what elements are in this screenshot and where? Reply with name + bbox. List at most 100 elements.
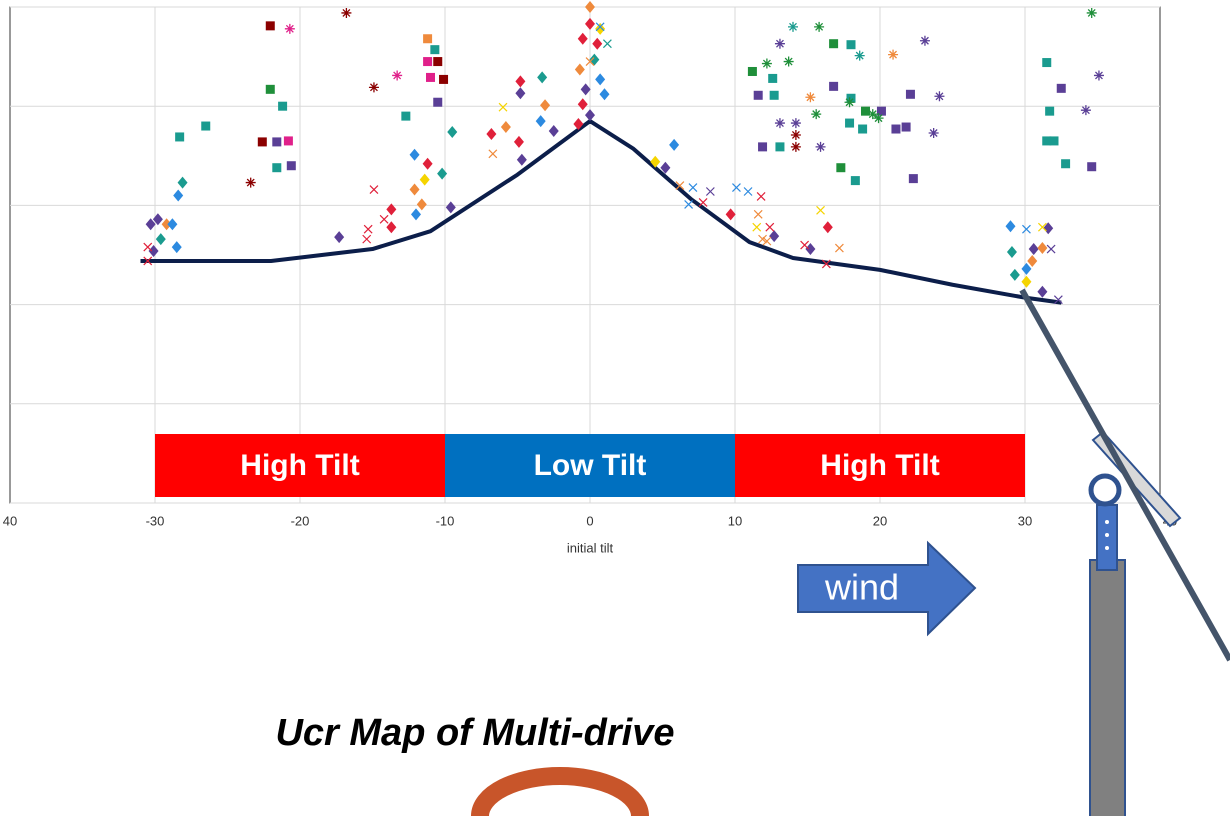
x-axis-label: initial tilt xyxy=(567,540,614,555)
x-marker xyxy=(498,102,508,112)
x-tick-label: -30 xyxy=(146,513,165,528)
square-marker xyxy=(1045,106,1055,116)
x-marker xyxy=(488,149,498,159)
asterisk-marker xyxy=(284,23,295,34)
diamond-marker xyxy=(171,241,182,254)
x-marker xyxy=(800,240,810,250)
plot-frame xyxy=(9,6,1161,504)
asterisk-marker xyxy=(774,118,785,129)
diamond-marker xyxy=(725,208,736,221)
x-tick-label: 10 xyxy=(728,513,742,528)
diamond-marker xyxy=(152,213,163,226)
diamond-marker xyxy=(822,221,833,234)
square-marker xyxy=(829,81,839,91)
diamond-marker xyxy=(437,167,448,180)
square-marker xyxy=(433,97,443,107)
square-marker xyxy=(423,34,433,44)
x-marker xyxy=(379,214,389,224)
square-marker xyxy=(430,45,440,55)
square-marker xyxy=(901,122,911,132)
x-marker xyxy=(753,209,763,219)
diamond-marker xyxy=(386,221,397,234)
diamond-marker xyxy=(161,218,172,231)
square-marker xyxy=(257,137,267,147)
x-marker xyxy=(369,185,379,194)
diamond-marker xyxy=(577,98,588,111)
x-tick-label: -10 xyxy=(436,513,455,528)
x-marker xyxy=(1022,224,1031,234)
diamond-marker xyxy=(409,148,420,161)
square-marker xyxy=(753,90,763,100)
diamond-marker xyxy=(1021,262,1032,275)
diamond-marker xyxy=(660,161,671,174)
asterisk-marker xyxy=(919,35,930,46)
diamond-marker xyxy=(595,73,606,86)
square-marker xyxy=(1087,162,1097,172)
x-tick-label: 40 xyxy=(3,513,17,528)
diamond-marker xyxy=(409,183,420,196)
diamond-marker xyxy=(1028,243,1039,256)
x-marker xyxy=(1046,244,1056,254)
tilt-band xyxy=(155,434,445,497)
asterisk-marker xyxy=(1093,70,1104,81)
band-label: Low Tilt xyxy=(534,449,647,482)
asterisk-marker xyxy=(888,49,899,60)
x-marker xyxy=(362,234,372,244)
asterisk-marker xyxy=(854,50,865,61)
diamond-marker xyxy=(669,138,680,151)
wind-arrow xyxy=(797,540,977,637)
diamond-marker xyxy=(486,127,497,140)
diamond-marker xyxy=(585,17,595,30)
asterisk-marker xyxy=(805,92,816,103)
diamond-marker xyxy=(145,218,156,231)
x-marker xyxy=(765,222,775,232)
asterisk-marker xyxy=(844,97,855,108)
asterisk-marker xyxy=(245,177,256,188)
asterisk-marker xyxy=(928,127,939,138)
pivot xyxy=(1088,473,1122,507)
band-label: High Tilt xyxy=(240,449,359,482)
diamond-marker xyxy=(515,87,526,100)
x-marker xyxy=(762,236,772,246)
diamond-marker xyxy=(585,1,595,13)
square-marker xyxy=(758,142,768,152)
square-marker xyxy=(286,161,296,171)
wind-label: wind xyxy=(824,567,899,608)
square-marker xyxy=(1042,58,1052,68)
asterisk-marker xyxy=(788,21,798,32)
diamond-marker xyxy=(577,32,588,45)
diamond-marker xyxy=(574,63,585,76)
asterisk-marker xyxy=(783,56,794,67)
square-marker xyxy=(433,57,443,67)
square-marker xyxy=(278,101,288,111)
x-marker xyxy=(602,39,612,49)
x-marker xyxy=(595,22,605,32)
x-marker xyxy=(363,224,373,234)
diamond-marker xyxy=(515,75,526,88)
x-marker xyxy=(143,256,153,266)
square-marker xyxy=(175,132,185,142)
square-marker xyxy=(858,124,868,134)
band-label: High Tilt xyxy=(820,449,939,482)
square-marker xyxy=(272,137,282,147)
asterisk-marker xyxy=(341,7,352,18)
asterisk-marker xyxy=(368,82,379,93)
dot xyxy=(1105,546,1109,550)
diamond-marker xyxy=(650,155,661,168)
asterisk-marker xyxy=(873,113,884,124)
square-marker xyxy=(201,121,211,131)
square-marker xyxy=(1061,159,1071,169)
x-tick-label: 0 xyxy=(586,513,593,528)
x-marker xyxy=(705,187,715,196)
x-marker xyxy=(1037,222,1047,232)
diamond-marker xyxy=(334,231,345,244)
square-marker xyxy=(836,163,846,173)
diamond-marker xyxy=(1037,285,1048,298)
tilt-band xyxy=(445,434,735,497)
diamond-marker xyxy=(595,22,606,35)
diamond-marker xyxy=(177,176,188,189)
asterisk-marker xyxy=(790,118,801,129)
square-marker xyxy=(283,136,293,146)
